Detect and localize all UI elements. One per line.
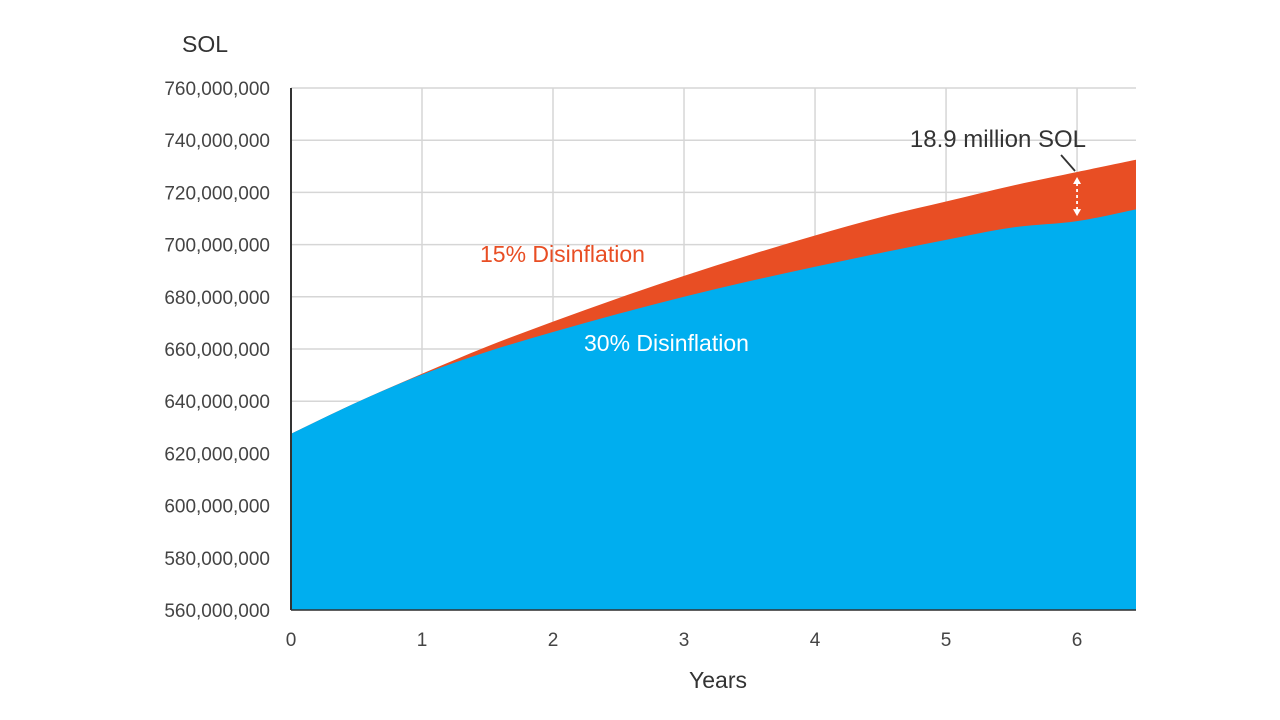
x-tick-label: 2 — [548, 630, 559, 651]
annotation-leader-line — [1060, 154, 1076, 172]
y-tick-label: 640,000,000 — [164, 392, 270, 413]
y-tick-label: 720,000,000 — [164, 183, 270, 204]
x-tick-label: 3 — [679, 630, 690, 651]
y-tick-label: 580,000,000 — [164, 549, 270, 570]
axes — [290, 88, 1136, 611]
plot-areas — [291, 159, 1136, 611]
y-tick-label: 600,000,000 — [164, 497, 270, 518]
area-disinflation-30 — [291, 209, 1136, 611]
series-label-30: 30% Disinflation — [584, 330, 749, 356]
y-tick-label: 740,000,000 — [164, 131, 270, 152]
x-tick-label: 6 — [1072, 630, 1083, 651]
x-axis-title: Years — [689, 667, 747, 693]
x-tick-label: 4 — [810, 630, 821, 651]
x-tick-labels: 0 1 2 3 4 5 6 — [286, 630, 1083, 651]
y-tick-labels: 560,000,000 580,000,000 600,000,000 620,000… — [164, 79, 270, 622]
x-tick-label: 5 — [941, 630, 952, 651]
x-tick-label: 0 — [286, 630, 297, 651]
y-tick-label: 700,000,000 — [164, 236, 270, 257]
y-tick-label: 680,000,000 — [164, 288, 270, 309]
series-labels: 15% Disinflation 30% Disinflation — [480, 241, 749, 356]
annotation: 18.9 million SOL — [910, 126, 1086, 217]
y-axis-title: SOL — [182, 31, 228, 57]
x-tick-label: 1 — [417, 630, 428, 651]
annotation-arrow-down-icon — [1073, 209, 1082, 217]
y-tick-label: 560,000,000 — [164, 601, 270, 622]
y-tick-label: 760,000,000 — [164, 79, 270, 100]
y-tick-label: 660,000,000 — [164, 340, 270, 361]
annotation-label: 18.9 million SOL — [910, 126, 1086, 153]
y-tick-label: 620,000,000 — [164, 444, 270, 465]
annotation-arrow-up-icon — [1073, 177, 1082, 185]
series-label-15: 15% Disinflation — [480, 241, 645, 267]
